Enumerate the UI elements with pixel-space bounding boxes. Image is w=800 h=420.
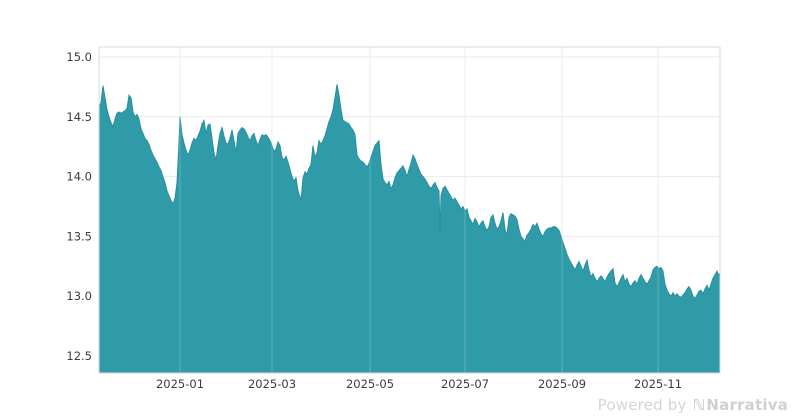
y-tick-label: 12.5 <box>66 349 92 363</box>
x-tick-label: 2025-05 <box>346 377 394 391</box>
y-tick-label: 13.5 <box>66 229 92 243</box>
x-tick-label: 2025-09 <box>538 377 586 391</box>
x-tick-label: 2025-11 <box>634 377 682 391</box>
y-tick-label: 14.0 <box>66 170 92 184</box>
area-series <box>98 84 721 374</box>
watermark: Powered by ℕ Narrativa <box>598 396 788 414</box>
x-tick-label: 2025-01 <box>156 377 204 391</box>
x-tick-label: 2025-03 <box>248 377 296 391</box>
brand-label: Narrativa <box>706 396 788 414</box>
y-tick-label: 15.0 <box>66 50 92 64</box>
y-tick-label: 13.0 <box>66 289 92 303</box>
y-tick-label: 14.5 <box>66 110 92 124</box>
brand-name: ℕ Narrativa <box>693 396 788 414</box>
x-tick-label: 2025-07 <box>441 377 489 391</box>
powered-by-text: Powered by <box>597 396 687 414</box>
plot-border <box>98 46 721 374</box>
narrativa-logo-icon: ℕ <box>692 396 706 414</box>
